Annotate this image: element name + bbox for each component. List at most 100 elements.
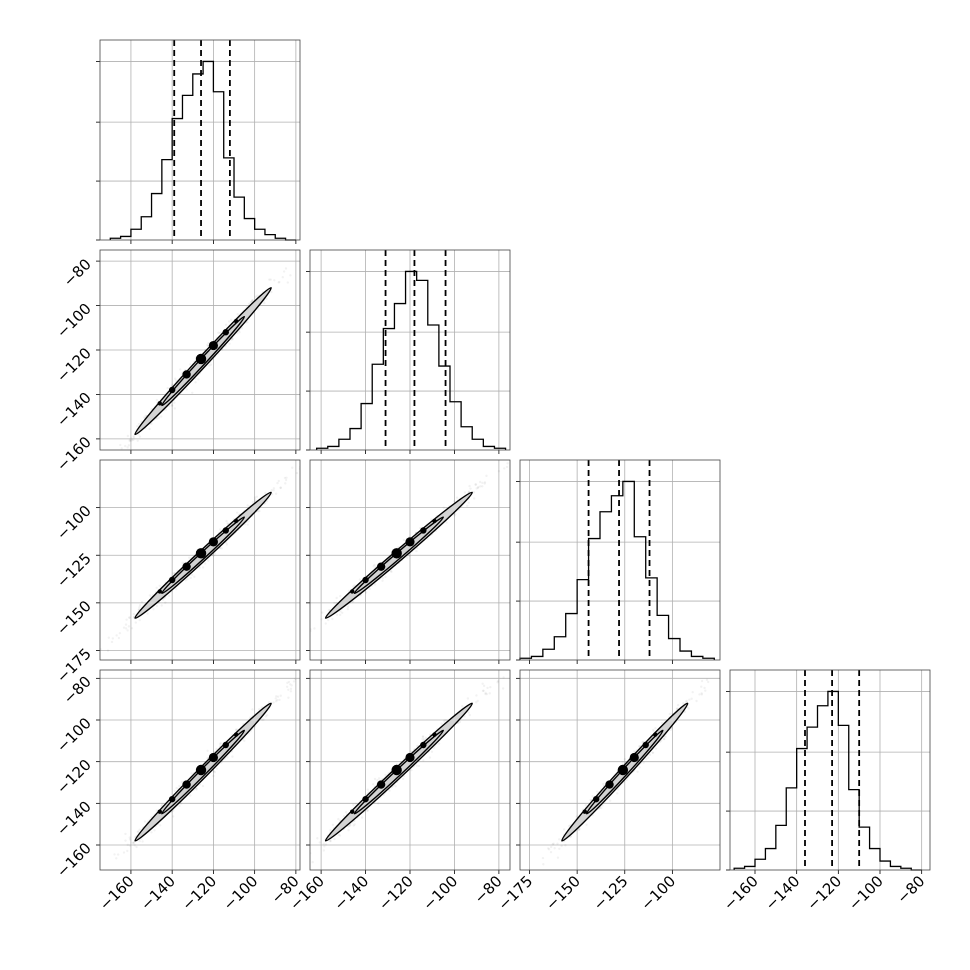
sample-point <box>253 496 257 499</box>
sample-point <box>270 290 273 294</box>
sample-point <box>506 462 509 465</box>
sample-point <box>278 698 281 702</box>
sample-point <box>286 281 290 284</box>
sample-point <box>311 239 313 241</box>
x-tick-label: −175 <box>494 872 536 914</box>
sample-point <box>553 847 556 850</box>
sample-point <box>488 692 491 695</box>
sample-point <box>218 528 222 531</box>
x-tick-label: −100 <box>637 872 679 914</box>
sample-point <box>323 845 326 848</box>
sample-point <box>567 824 571 828</box>
sample-point <box>128 452 130 454</box>
sample-point <box>161 803 164 807</box>
sample-point <box>296 634 298 636</box>
sample-point <box>253 498 257 501</box>
sample-point <box>342 814 346 818</box>
sample-point <box>670 727 674 730</box>
sample-point <box>484 692 487 696</box>
sample-point <box>321 611 324 614</box>
sample-point <box>175 587 178 591</box>
sample-point <box>284 478 288 482</box>
sample-point <box>168 404 171 408</box>
axis-frame-2-1 <box>309 459 511 661</box>
sample-point <box>651 751 655 755</box>
sample-point <box>645 757 648 761</box>
sample-point <box>373 777 377 781</box>
sample-point <box>262 718 265 721</box>
y-tick-label: −160 <box>53 839 95 881</box>
sample-point <box>684 700 688 703</box>
sample-point <box>283 476 287 480</box>
sample-point <box>226 756 229 759</box>
sample-point <box>201 784 205 788</box>
x-tick-label: −120 <box>178 872 220 914</box>
sample-point <box>467 711 470 714</box>
sample-point <box>287 696 290 699</box>
x-tick-label: −150 <box>542 872 584 914</box>
sample-point <box>124 627 128 630</box>
sample-point <box>126 843 129 847</box>
sample-point <box>124 623 128 626</box>
sample-point <box>213 552 217 555</box>
sample-point <box>642 761 645 764</box>
sample-point <box>472 491 476 494</box>
sample-point <box>143 820 147 823</box>
sample-point <box>372 565 375 568</box>
sample-point <box>638 766 641 769</box>
sample-point <box>301 672 303 674</box>
sample-point <box>251 299 254 302</box>
sample-point <box>338 834 342 837</box>
sample-point <box>415 764 419 767</box>
sample-point <box>489 686 492 689</box>
panel-inner <box>100 670 303 870</box>
sample-point <box>167 594 171 598</box>
sample-point <box>503 467 506 470</box>
sample-point <box>691 691 694 694</box>
sample-point <box>329 839 332 843</box>
sample-point <box>256 510 260 513</box>
x-tick-label: −100 <box>220 872 262 914</box>
sample-point <box>501 687 505 690</box>
sample-point <box>132 436 136 439</box>
sample-point <box>344 810 348 814</box>
sample-point <box>764 621 766 623</box>
sample-point <box>415 744 419 748</box>
sample-point <box>171 383 174 386</box>
sample-point <box>424 736 428 739</box>
density-core <box>157 809 162 814</box>
sample-point <box>206 749 209 752</box>
sample-point <box>148 594 152 597</box>
sample-point <box>453 514 456 517</box>
sample-point <box>116 853 120 856</box>
sample-point <box>184 579 187 582</box>
sample-point <box>373 583 377 586</box>
x-tick-label: −160 <box>96 872 138 914</box>
sample-point <box>246 504 249 507</box>
x-tick-label: −100 <box>419 872 461 914</box>
sample-point <box>170 404 174 408</box>
sample-point <box>557 838 561 841</box>
sample-point <box>320 618 323 621</box>
sample-point <box>601 804 604 807</box>
sample-point <box>186 577 189 581</box>
sample-point <box>651 751 654 754</box>
sample-point <box>477 485 480 489</box>
sample-point <box>136 439 139 442</box>
histogram-step-1 <box>316 270 507 450</box>
y-tick-label: −125 <box>53 549 95 591</box>
sample-point <box>160 415 163 418</box>
sample-point <box>160 804 163 808</box>
sample-point <box>173 401 176 404</box>
sample-point <box>203 562 207 565</box>
sample-point <box>125 618 128 621</box>
density-core <box>222 741 229 749</box>
sample-point <box>354 802 357 805</box>
sample-point <box>616 788 620 791</box>
sample-point <box>474 483 478 486</box>
sample-point <box>432 746 436 749</box>
sample-point <box>115 634 118 637</box>
sample-point <box>251 501 255 504</box>
density-core <box>362 576 369 584</box>
